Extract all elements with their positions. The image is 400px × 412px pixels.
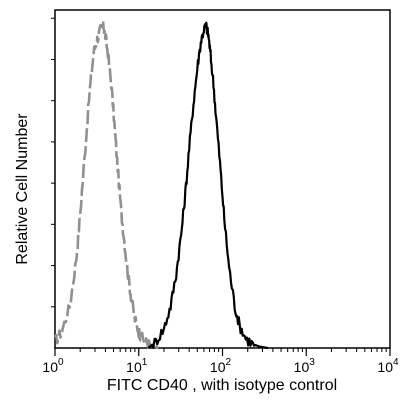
series-layer xyxy=(53,20,269,350)
y-ticks xyxy=(51,17,55,308)
y-axis-title: Relative Cell Number xyxy=(14,113,31,265)
x-tick-label: 104 xyxy=(377,357,399,375)
x-ticks: 100 101 102 103 104 xyxy=(42,348,399,375)
x-axis-title: FITC CD40 , with isotype control xyxy=(107,377,337,394)
isotype-control-series xyxy=(53,20,161,350)
x-tick-label: 101 xyxy=(126,357,148,375)
x-tick-label: 103 xyxy=(294,357,316,375)
plot-frame xyxy=(54,9,391,349)
x-tick-label: 100 xyxy=(42,357,64,375)
cd40-series xyxy=(147,21,269,350)
x-tick-label: 102 xyxy=(210,357,232,375)
x-minor-ticks xyxy=(79,348,387,352)
